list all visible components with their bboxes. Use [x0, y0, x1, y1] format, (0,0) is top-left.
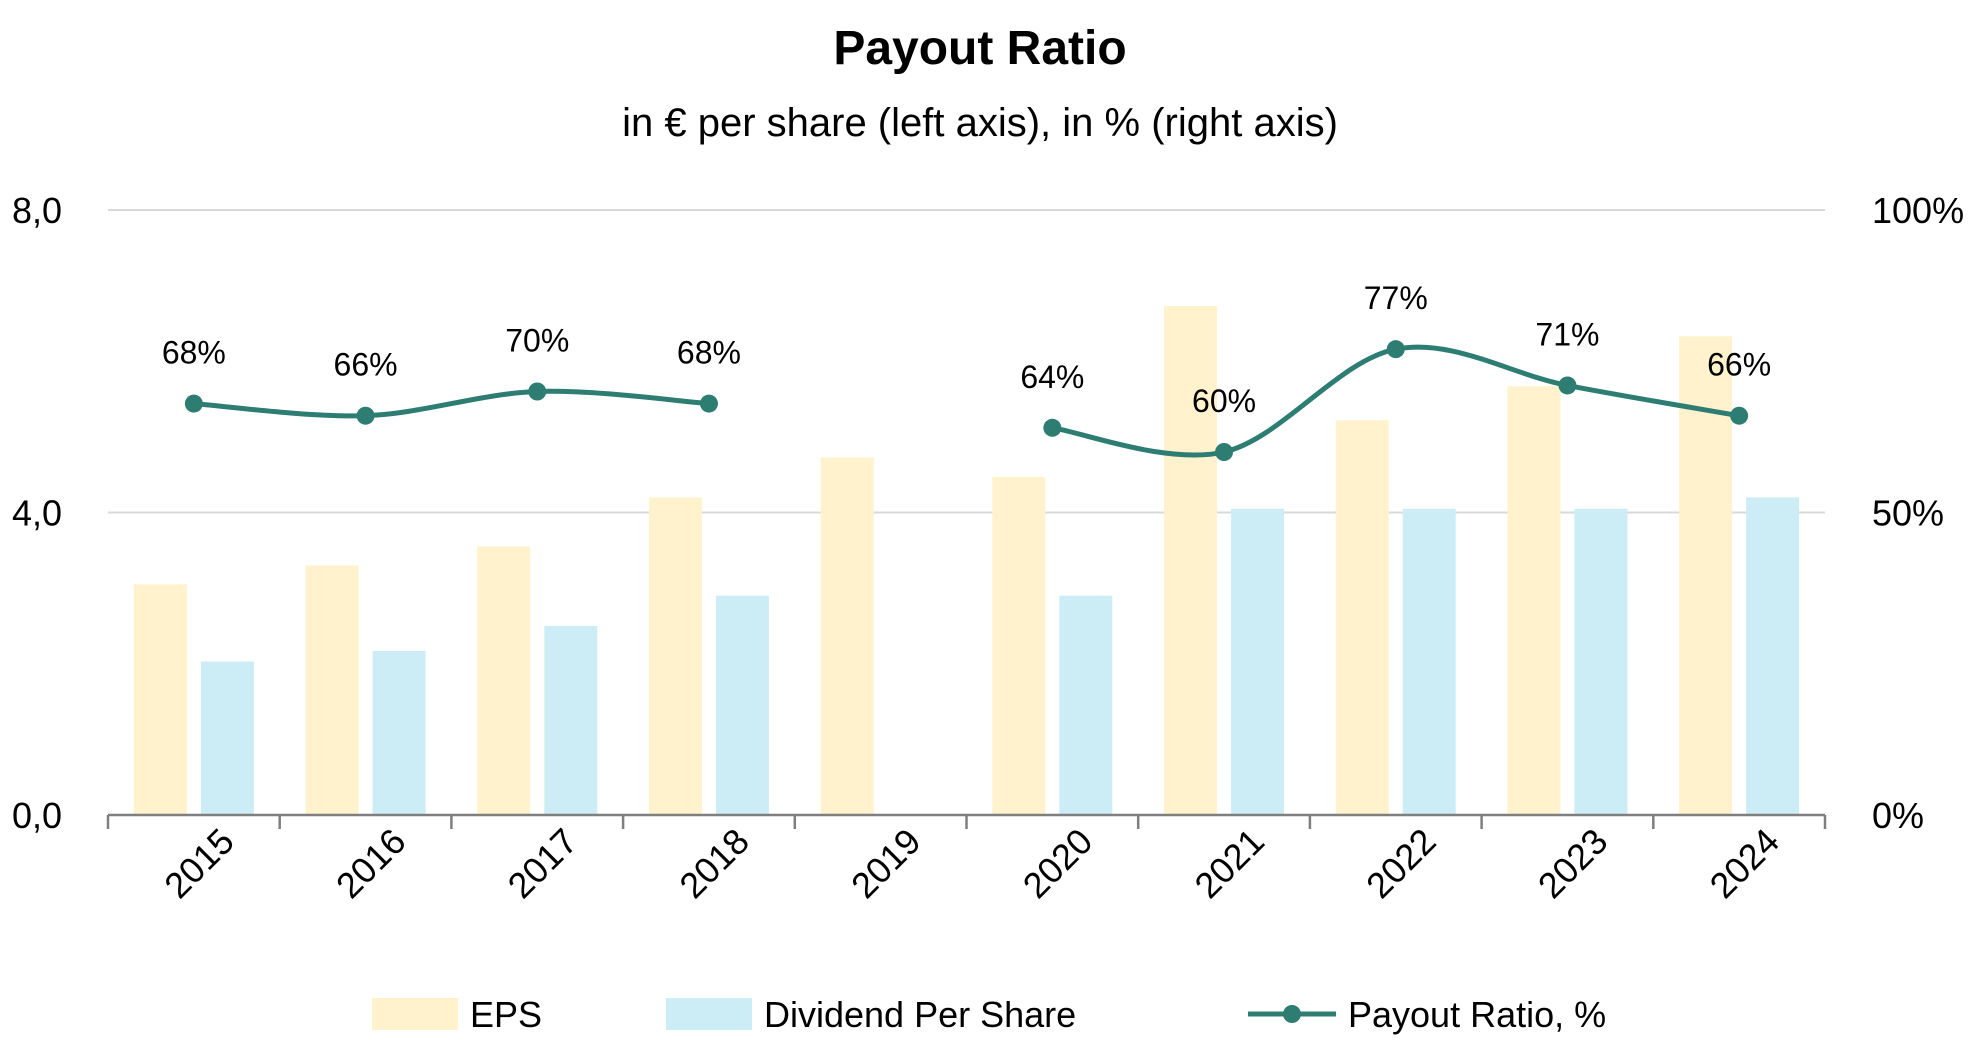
dividend-bar: [372, 650, 426, 815]
x-tick-label: 2022: [1358, 820, 1444, 906]
payout-ratio-data-label: 71%: [1535, 316, 1599, 352]
y-left-tick-label: 0,0: [12, 795, 62, 836]
dividend-bar: [1574, 508, 1628, 815]
x-tick-label: 2023: [1530, 820, 1616, 906]
payout-ratio-data-label: 77%: [1364, 280, 1428, 316]
dividend-bar: [1402, 508, 1456, 815]
y-left-tick-label: 8,0: [12, 190, 62, 231]
eps-bar: [133, 584, 187, 815]
payout-ratio-data-label: 66%: [1707, 347, 1771, 383]
payout-ratio-marker: [1215, 443, 1234, 461]
x-tick-label: 2015: [156, 820, 242, 906]
chart-subtitle: in € per share (left axis), in % (right …: [622, 101, 1338, 145]
y-right-tick-label: 100%: [1872, 190, 1964, 231]
legend-dividend-label: Dividend Per Share: [764, 994, 1076, 1035]
dividend-bar: [544, 625, 598, 815]
payout-ratio-data-label: 68%: [677, 335, 741, 371]
x-tick-label: 2018: [671, 820, 757, 906]
legend-eps-label: EPS: [470, 994, 542, 1035]
payout-ratio-marker: [528, 382, 547, 401]
payout-ratio-line-segment: [193, 388, 710, 419]
bars: [133, 306, 1800, 815]
axes: 0,0 4,0 8,0 0% 50% 100% 2015 2016 2017 2018 2019 20…: [12, 190, 1964, 906]
y-right-tick-label: 50%: [1872, 493, 1944, 534]
dividend-bar: [715, 595, 769, 815]
chart-title: Payout Ratio: [833, 22, 1126, 75]
payout-ratio-marker: [184, 394, 203, 413]
payout-ratio-marker: [699, 394, 718, 413]
payout-ratio-data-label: 64%: [1020, 359, 1084, 395]
eps-bar: [1335, 420, 1389, 815]
legend-payout-marker: [1283, 1005, 1301, 1023]
eps-bar: [1679, 336, 1733, 815]
x-tick-label: 2017: [500, 820, 586, 906]
eps-bar: [477, 546, 531, 815]
legend-dividend-swatch: [666, 998, 752, 1030]
eps-bar: [1164, 306, 1218, 815]
payout-ratio-line-segment: [1051, 344, 1740, 458]
x-tick-label: 2021: [1186, 820, 1272, 906]
data-labels: 68% 66% 70% 68% 64% 60% 77% 71% 66%: [162, 280, 1771, 419]
payout-ratio-data-label: 70%: [505, 323, 569, 359]
y-right-tick-label: 0%: [1872, 795, 1924, 836]
eps-bar: [1507, 386, 1561, 815]
payout-ratio-line: [184, 340, 1749, 461]
x-tick-label: 2020: [1015, 820, 1101, 906]
y-left-tick-label: 4,0: [12, 493, 62, 534]
eps-bar: [648, 497, 702, 815]
dividend-bar: [1746, 497, 1800, 815]
dividend-bar: [1231, 508, 1285, 815]
x-tick-label: 2024: [1701, 820, 1787, 906]
payout-ratio-marker: [1386, 340, 1405, 359]
legend-payout-label: Payout Ratio, %: [1348, 994, 1606, 1035]
eps-bar: [305, 565, 359, 815]
x-tick-label: 2019: [843, 820, 929, 906]
legend: EPS Dividend Per Share Payout Ratio, %: [372, 994, 1606, 1035]
payout-ratio-marker: [1043, 418, 1062, 437]
dividend-bar: [1059, 595, 1113, 815]
legend-eps-swatch: [372, 998, 458, 1030]
payout-ratio-data-label: 66%: [334, 347, 398, 383]
eps-bar: [992, 476, 1046, 815]
payout-ratio-data-label: 60%: [1192, 383, 1256, 419]
payout-ratio-marker: [1558, 376, 1577, 395]
payout-ratio-marker: [1730, 406, 1749, 425]
payout-ratio-marker: [356, 406, 375, 425]
x-tick-label: 2016: [328, 820, 414, 906]
eps-bar: [820, 457, 874, 815]
payout-ratio-data-label: 68%: [162, 335, 226, 371]
dividend-bar: [200, 661, 254, 815]
